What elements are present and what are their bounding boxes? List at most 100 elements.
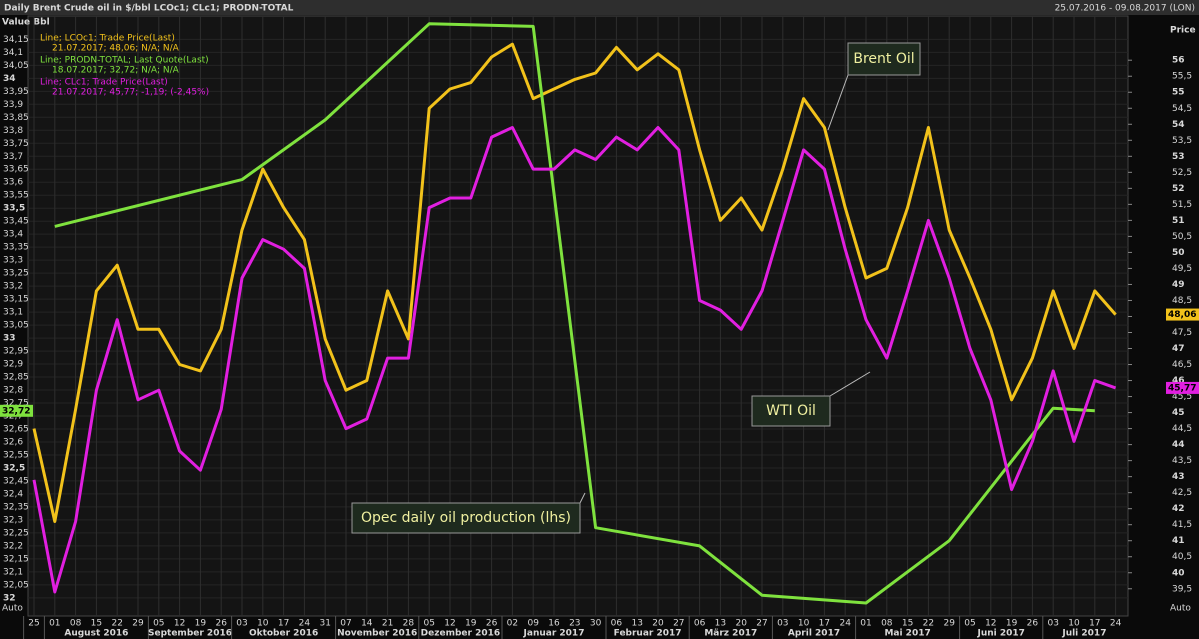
y2-tick-label: 47,5: [1172, 328, 1192, 338]
badge-box: [0, 404, 33, 417]
y-tick-label: 33,4: [3, 230, 23, 240]
x-tick-label: 24: [299, 619, 311, 629]
y2-tick-label: 42: [1172, 504, 1185, 514]
x-tick-label: 26: [1027, 619, 1039, 629]
y-tick-label: 33,75: [3, 139, 29, 149]
series-line: [32, 42, 1117, 523]
x-tick-label: 06: [611, 619, 623, 629]
month-label: Januar 2017: [523, 629, 585, 639]
y2-tick-label: 44,5: [1172, 424, 1192, 434]
x-tick-label: 19: [1006, 619, 1018, 629]
month-label: September 2016: [148, 629, 232, 639]
y-tick-label: 33,8: [3, 126, 23, 136]
x-tick-label: 15: [91, 619, 102, 629]
month-label: Mai 2017: [884, 629, 930, 639]
y-tick-label: 32,15: [3, 554, 29, 564]
x-tick-label: 10: [1068, 619, 1080, 629]
badge-label: 45,77: [1168, 383, 1196, 393]
header-bar: [0, 0, 1199, 15]
y-axis-label: Value Bbl: [2, 18, 50, 28]
y2-tick-label: 41,5: [1172, 520, 1192, 530]
y2-tick-label: 40,5: [1172, 552, 1192, 562]
y-tick-label: 33,05: [3, 321, 29, 331]
x-tick-label: 01: [49, 619, 60, 629]
y-tick-label: 34,15: [3, 35, 29, 45]
y-tick-label: 33,45: [3, 217, 29, 227]
y-tick-label: 32,95: [3, 347, 29, 357]
y-tick-label: 32,5: [3, 463, 25, 473]
y2-tick-label: 46,5: [1172, 360, 1192, 370]
legend-entry: Line; LCOc1; Trade Price(Last): [40, 34, 175, 44]
y2-tick-label: 43: [1172, 472, 1185, 482]
y-tick-label: 33,2: [3, 282, 23, 292]
y-tick-label: 33,7: [3, 152, 23, 162]
y-tick-label: 32,4: [3, 489, 23, 499]
x-tick-label: 30: [590, 619, 602, 629]
x-tick-label: 21: [382, 619, 393, 629]
y-tick-label: 33,3: [3, 256, 23, 266]
x-tick-label: 22: [923, 619, 934, 629]
y-tick-label: 33,95: [3, 87, 29, 97]
scale-mode-left: Auto: [2, 604, 23, 614]
x-tick-label: 20: [652, 619, 664, 629]
y-tick-label: 32,25: [3, 528, 29, 538]
y-tick-label: 33,55: [3, 191, 29, 201]
y2-tick-label: 54,5: [1172, 104, 1192, 114]
y-tick-label: 32,55: [3, 450, 29, 460]
y2-tick-label: 53: [1172, 152, 1185, 162]
month-label: Oktober 2016: [249, 629, 318, 639]
month-label: Juni 2017: [976, 629, 1024, 639]
x-tick-label: 01: [860, 619, 871, 629]
y2-tick-label: 55,5: [1172, 72, 1192, 82]
series-line: [32, 126, 1117, 594]
x-tick-label: 12: [444, 619, 455, 629]
y2-tick-label: 40: [1172, 568, 1185, 578]
legend-entry: Line; PRODN-TOTAL; Last Quote(Last): [40, 56, 209, 66]
x-tick-label: 12: [174, 619, 185, 629]
y2-tick-label: 52: [1172, 184, 1185, 194]
x-tick-label: 24: [1110, 619, 1122, 629]
y2-tick-label: 56: [1172, 56, 1185, 66]
x-tick-label: 19: [195, 619, 207, 629]
y-tick-label: 32,1: [3, 567, 23, 577]
x-tick-label: 20: [735, 619, 747, 629]
badge-box: [1166, 308, 1199, 321]
x-tick-label: 05: [153, 619, 164, 629]
y2-tick-label: 52,5: [1172, 168, 1192, 178]
annotation-leader: [827, 74, 849, 131]
y2-tick-label: 45: [1172, 408, 1185, 418]
annotation-text: Brent Oil: [853, 51, 914, 67]
x-tick-label: 19: [465, 619, 477, 629]
y2-tick-label: 43,5: [1172, 456, 1192, 466]
month-label: April 2017: [788, 629, 840, 639]
x-tick-label: 10: [257, 619, 269, 629]
legend-last-value: 21.07.2017; 48,06; N/A; N/A: [52, 44, 180, 54]
x-tick-label: 27: [673, 619, 684, 629]
y-tick-label: 32,8: [3, 386, 23, 396]
y2-tick-label: 39,5: [1172, 584, 1192, 594]
y-tick-label: 34,05: [3, 61, 29, 71]
y2-tick-label: 50: [1172, 248, 1185, 258]
y-tick-label: 33,65: [3, 165, 29, 175]
series-line: [54, 22, 1095, 605]
y-tick-label: 33,5: [3, 204, 25, 214]
y-tick-label: 32,65: [3, 424, 29, 434]
annotation-leader: [579, 492, 586, 504]
month-label: Dezember 2016: [421, 629, 500, 639]
chart-title: Daily Brent Crude oil in $/bbl LCOc1; CL…: [4, 4, 294, 14]
last-value-badge: 48,06: [1166, 308, 1199, 321]
y2-tick-label: 45,5: [1172, 392, 1192, 402]
x-tick-label: 03: [1047, 619, 1058, 629]
legend-entry: Line; CLc1; Trade Price(Last): [40, 78, 168, 88]
y-tick-label: 32,3: [3, 515, 23, 525]
y2-tick-label: 51,5: [1172, 200, 1192, 210]
x-tick-label: 13: [715, 619, 726, 629]
x-tick-label: 26: [486, 619, 498, 629]
x-tick-label: 03: [236, 619, 247, 629]
x-tick-label: 13: [631, 619, 642, 629]
x-tick-label: 16: [548, 619, 560, 629]
x-tick-label: 23: [569, 619, 580, 629]
month-label: August 2016: [64, 629, 128, 639]
